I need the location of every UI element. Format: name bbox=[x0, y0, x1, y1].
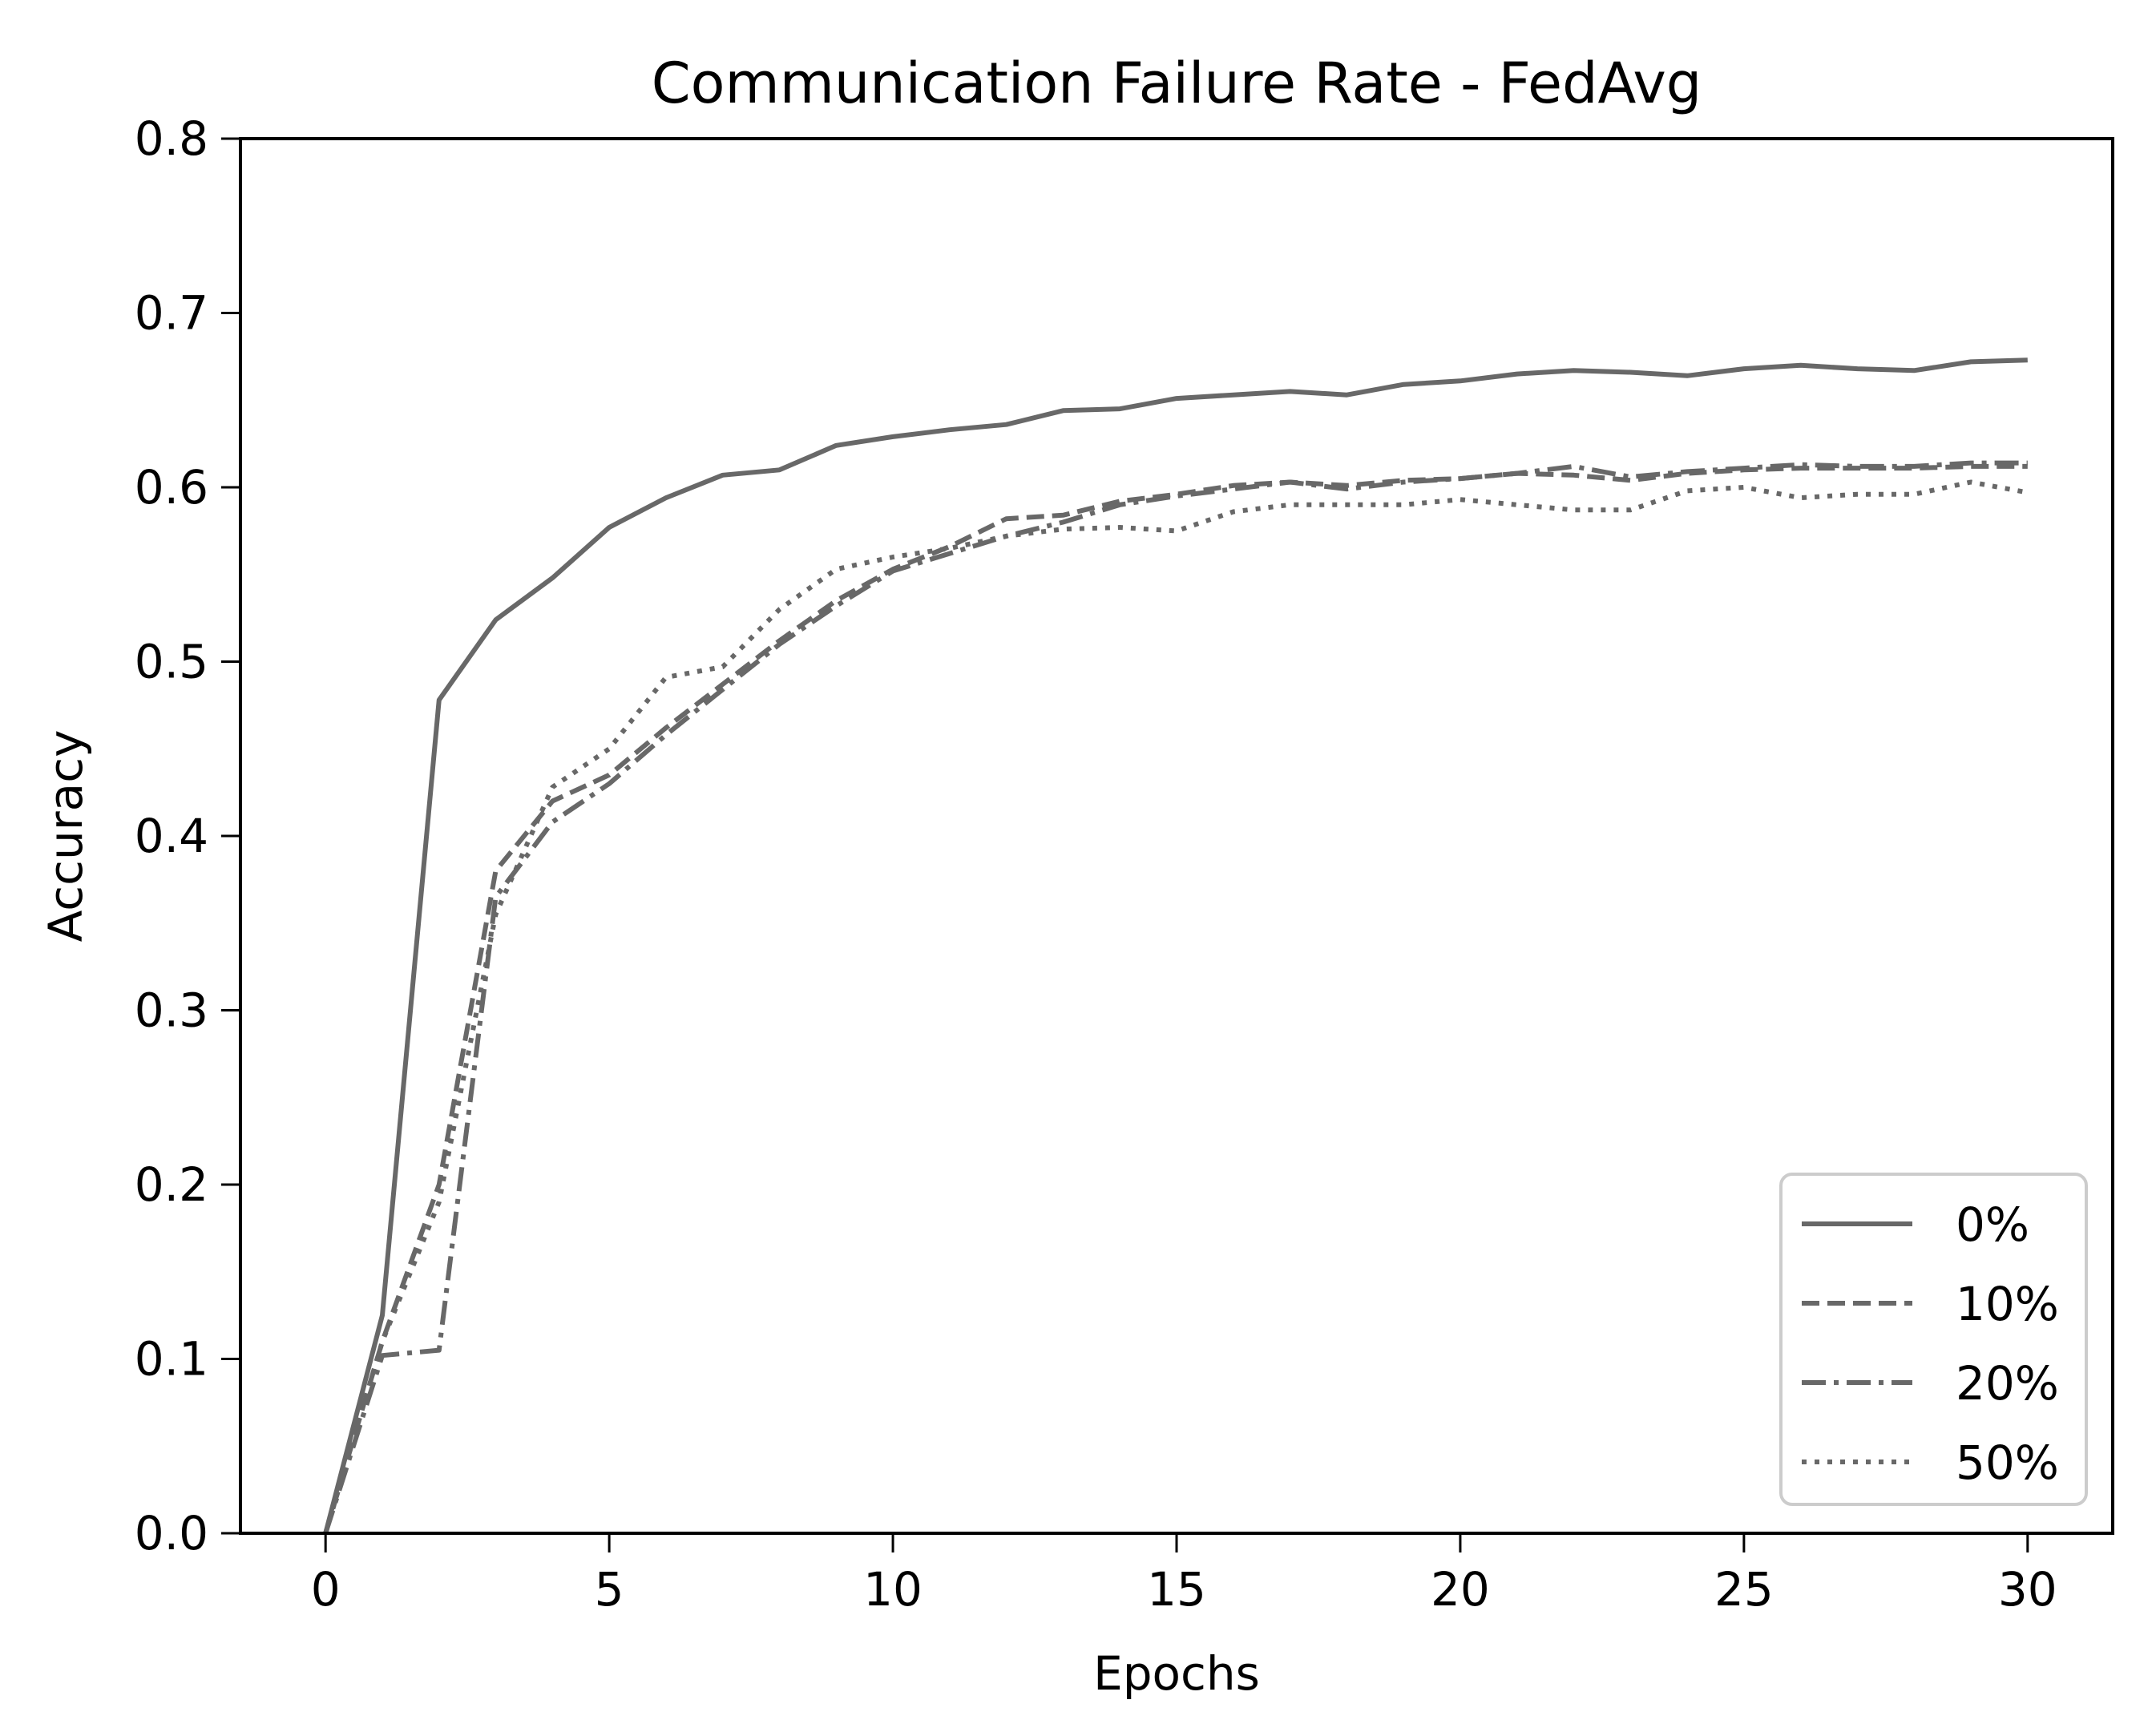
y-tick-label: 0.4 bbox=[135, 809, 208, 863]
x-tick-label: 30 bbox=[1998, 1562, 2057, 1617]
y-tick-label: 0.0 bbox=[135, 1506, 208, 1560]
legend-label: 20% bbox=[1956, 1356, 2059, 1411]
series-layer bbox=[323, 357, 2029, 1534]
legend: 0% 10% 20% 50% bbox=[1779, 1173, 2088, 1506]
y-tick-label: 0.7 bbox=[135, 286, 208, 341]
x-axis-label: Epochs bbox=[1093, 1646, 1260, 1701]
y-tick-label: 0.3 bbox=[135, 983, 208, 1038]
y-tick-label: 0.1 bbox=[135, 1332, 208, 1387]
legend-item-10pct: 10% bbox=[1802, 1277, 2059, 1331]
x-tick-label: 0 bbox=[311, 1562, 341, 1617]
series-line-0pct bbox=[323, 357, 2028, 1534]
x-tick-label: 5 bbox=[595, 1562, 624, 1617]
x-tick-label: 15 bbox=[1147, 1562, 1206, 1617]
y-tick-label: 0.2 bbox=[135, 1157, 208, 1212]
legend-item-50pct: 50% bbox=[1802, 1435, 2059, 1490]
series-line-20pct bbox=[323, 460, 2028, 1534]
y-axis: 0.0 0.1 0.2 0.3 0.4 0.5 0.6 0.7 0.8 bbox=[135, 111, 240, 1560]
y-tick-label: 0.8 bbox=[135, 111, 208, 166]
legend-item-0pct: 0% bbox=[1802, 1197, 2029, 1252]
legend-item-20pct: 20% bbox=[1802, 1356, 2059, 1411]
y-tick-label: 0.5 bbox=[135, 635, 208, 689]
y-tick-label: 0.6 bbox=[135, 460, 208, 515]
x-tick-label: 25 bbox=[1714, 1562, 1774, 1617]
legend-label: 0% bbox=[1956, 1197, 2029, 1252]
y-axis-label: Accuracy bbox=[38, 730, 93, 943]
x-tick-label: 20 bbox=[1431, 1562, 1490, 1617]
x-tick-label: 10 bbox=[863, 1562, 923, 1617]
legend-box bbox=[1779, 1173, 2088, 1506]
legend-label: 50% bbox=[1956, 1435, 2059, 1490]
x-axis: 0 5 10 15 20 25 30 bbox=[311, 1533, 2057, 1617]
chart-title: Communication Failure Rate - FedAvg bbox=[652, 50, 1702, 116]
legend-items: 0% 10% 20% 50% bbox=[1802, 1197, 2059, 1490]
legend-label: 10% bbox=[1956, 1277, 2059, 1331]
